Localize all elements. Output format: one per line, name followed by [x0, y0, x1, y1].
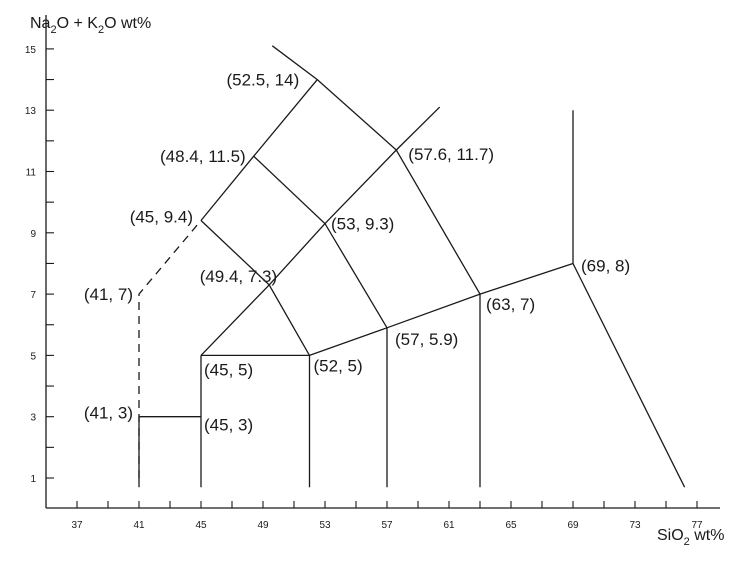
point-label: (48.4, 11.5)	[160, 147, 246, 166]
boundary-line	[253, 155, 388, 329]
point-label: (52, 5)	[314, 356, 363, 375]
axes	[45, 15, 720, 509]
point-label: (45, 5)	[204, 360, 253, 379]
x-tick-label: 37	[71, 520, 83, 531]
y-tick-label: 5	[30, 351, 36, 362]
point-label: (57.6, 11.7)	[408, 145, 494, 164]
boundary-line	[309, 262, 574, 357]
y-tick-label: 3	[30, 413, 36, 424]
point-label: (52.5, 14)	[226, 71, 299, 90]
x-axis-title: SiO2 wt%	[657, 527, 724, 548]
boundary-line	[200, 220, 311, 356]
y-tick-label: 9	[30, 229, 36, 240]
x-tick-label: 53	[319, 520, 331, 531]
point-label: (53, 9.3)	[331, 215, 394, 234]
point-labels: (52.5, 14) (48.4, 11.5) (57.6, 11.7) (45, 9…	[84, 71, 630, 435]
point-label: (41, 7)	[84, 285, 133, 304]
x-tick-label: 61	[443, 520, 455, 531]
y-tick-label: 7	[30, 290, 36, 301]
point-label: (45, 9.4)	[130, 208, 193, 227]
point-label: (69, 8)	[581, 256, 630, 275]
x-tick-label: 49	[257, 520, 269, 531]
point-label: (63, 7)	[486, 295, 535, 314]
x-tick-label: 45	[195, 520, 207, 531]
y-tick-label: 15	[25, 45, 37, 56]
point-label: (45, 3)	[204, 416, 253, 435]
boundary-line	[200, 79, 318, 221]
y-tick-label: 13	[25, 106, 37, 117]
boundary-line	[200, 106, 441, 356]
dashed-boundary-line	[138, 220, 202, 478]
x-tick-label: 65	[505, 520, 517, 531]
y-axis-title: Na2O + K2O wt%	[30, 15, 151, 36]
field-boundaries	[138, 45, 686, 488]
x-tick-label: 73	[629, 520, 641, 531]
x-tick-label: 57	[381, 520, 393, 531]
x-tick-label: 69	[567, 520, 579, 531]
y-tick-label: 11	[26, 168, 37, 179]
y-tick-label: 1	[30, 474, 36, 485]
point-label: (49.4, 7.3)	[200, 267, 278, 286]
point-label: (41, 3)	[84, 404, 133, 423]
boundary-line	[572, 263, 686, 488]
point-label: (57, 5.9)	[395, 330, 458, 349]
boundary-line	[271, 45, 481, 295]
x-tick-label: 41	[133, 520, 145, 531]
x-tick-label: 77	[691, 520, 703, 531]
